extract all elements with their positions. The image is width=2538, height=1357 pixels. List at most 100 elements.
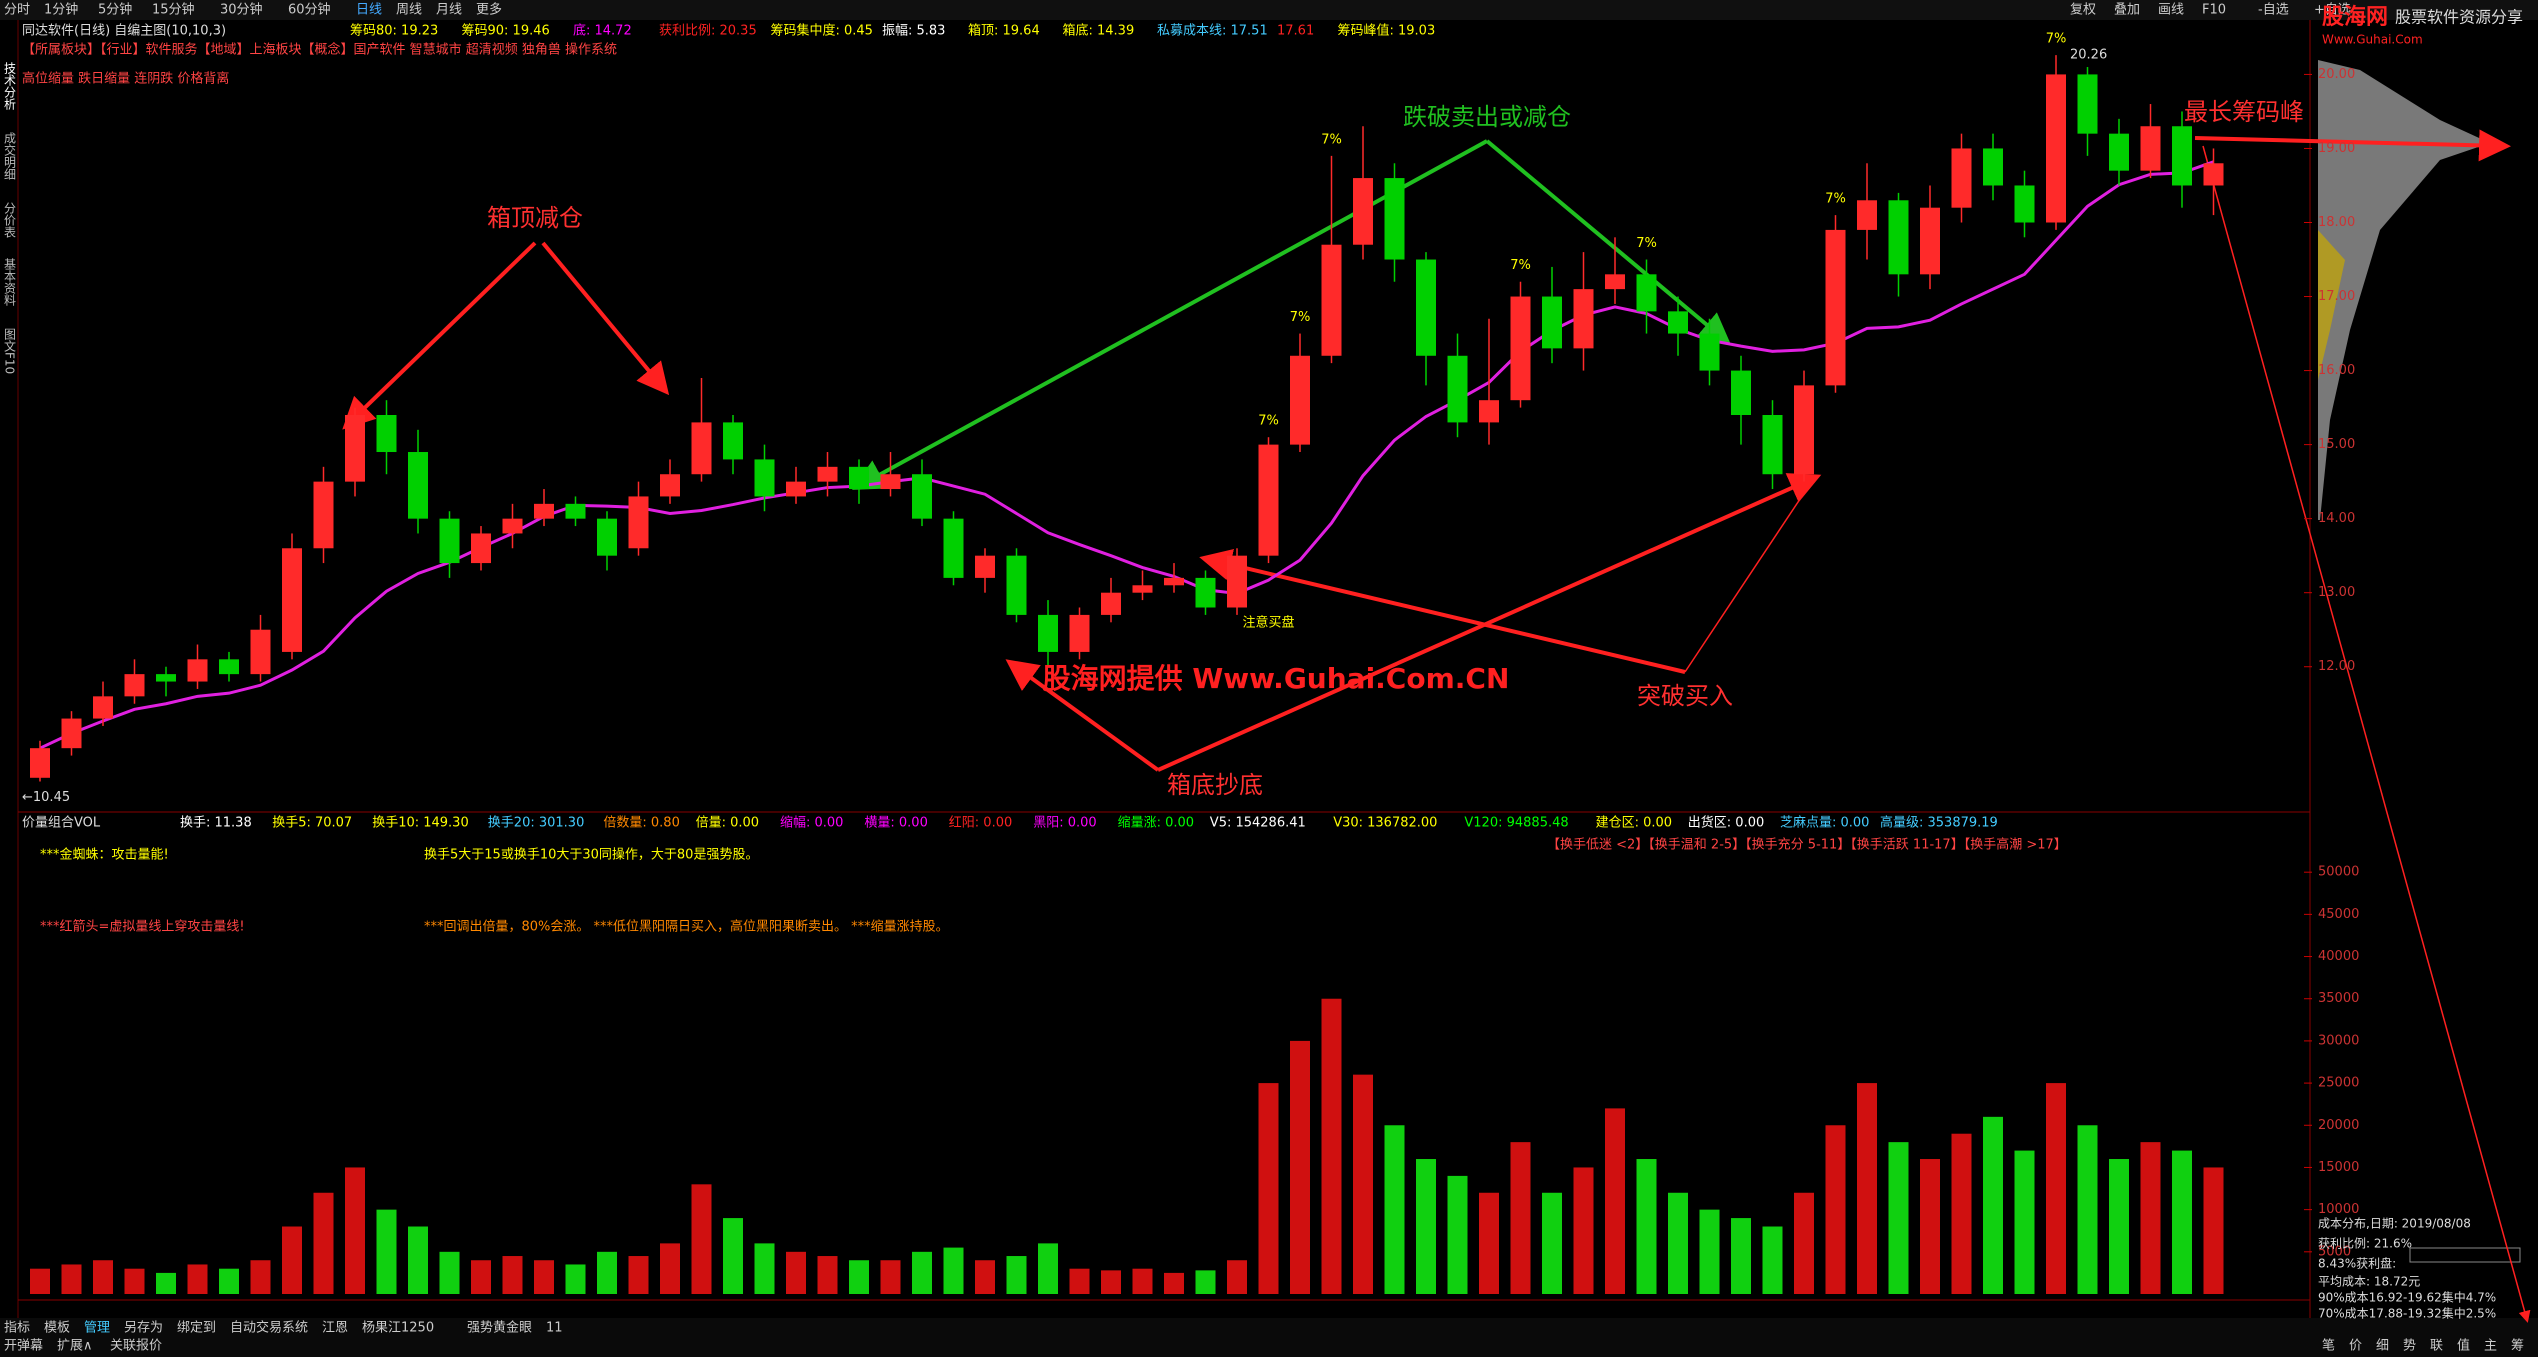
- volume-bar: [817, 1256, 838, 1294]
- panel-tab[interactable]: 筹: [2511, 1338, 2524, 1354]
- candle-body: [691, 422, 712, 475]
- indicator: 箱底: 14.39: [1063, 23, 1135, 39]
- volume-stat: 出货区: 0.00: [1688, 815, 1764, 831]
- panel-tab[interactable]: 势: [2403, 1338, 2416, 1354]
- volume-bar: [2046, 1083, 2066, 1294]
- candle-body: [156, 674, 176, 682]
- y-tick-label: 19.00: [2318, 141, 2355, 156]
- limit-label: 7%: [2046, 32, 2067, 47]
- volume-bar: [1132, 1268, 1153, 1294]
- bottom-tab[interactable]: 另存为: [124, 1321, 163, 1336]
- annotation: 箱底抄底: [1167, 771, 1263, 799]
- bottom-tab[interactable]: 绑定到: [177, 1321, 216, 1336]
- candle-body: [2014, 185, 2035, 223]
- toolbar-tab[interactable]: 15分钟: [152, 2, 195, 18]
- indicator: 17.61: [1277, 24, 1314, 39]
- toolbar-tab[interactable]: 日线: [356, 3, 382, 18]
- annotation: 箱顶减仓: [487, 204, 583, 232]
- side-tab[interactable]: 图文F10: [3, 328, 17, 374]
- candle-body: [1794, 385, 1814, 475]
- toolbar-button[interactable]: 叠加: [2114, 3, 2140, 18]
- toolbar-button[interactable]: +自选: [2314, 3, 2351, 18]
- indicator: 私募成本线: 17.51: [1157, 24, 1268, 39]
- volume-bar: [93, 1260, 113, 1294]
- volume-bar: [628, 1256, 649, 1294]
- toolbar-tab[interactable]: 更多: [476, 2, 502, 18]
- y-tick-label: 12.00: [2318, 659, 2355, 674]
- toolbar-tab[interactable]: 月线: [436, 3, 462, 18]
- candle-body: [786, 481, 806, 497]
- bottom-tab[interactable]: 开弹幕: [4, 1339, 43, 1354]
- candle-body: [1227, 555, 1247, 608]
- volume-bar: [880, 1260, 901, 1294]
- side-tab[interactable]: 基本资料: [3, 258, 17, 306]
- toolbar-button[interactable]: F10: [2202, 3, 2226, 18]
- panel-tab[interactable]: 细: [2376, 1339, 2389, 1354]
- candle-body: [1321, 244, 1342, 356]
- bottom-tab[interactable]: 管理: [84, 1321, 110, 1336]
- volume-bar: [975, 1260, 995, 1294]
- toolbar-tab[interactable]: 30分钟: [220, 2, 263, 18]
- slogan: 股票软件资源分享: [2395, 8, 2523, 27]
- volume-stat: 红阳: 0.00: [949, 815, 1012, 831]
- cost-info: 平均成本: 18.72元: [2318, 1275, 2420, 1289]
- watermark: 股海网提供 Www.Guhai.Com.CN: [1043, 662, 1510, 695]
- volume-bar: [1699, 1209, 1720, 1294]
- bottom-tab[interactable]: 杨果江1250: [362, 1321, 434, 1336]
- toolbar-button[interactable]: 画线: [2158, 3, 2184, 18]
- bottom-tab[interactable]: 强势黄金眼: [467, 1320, 532, 1336]
- candle-body: [93, 696, 113, 719]
- y-tick-label: 10000: [2318, 1202, 2359, 1217]
- volume-bar: [376, 1209, 397, 1294]
- indicator: 筹码80: 19.23: [350, 23, 438, 39]
- volume-bar: [943, 1247, 964, 1294]
- candle-body: [1258, 444, 1279, 556]
- toolbar-button[interactable]: -自选: [2258, 3, 2289, 18]
- volume-bar: [1416, 1159, 1436, 1294]
- candle-body: [1888, 200, 1909, 275]
- volume-stat: 高量级: 353879.19: [1880, 815, 1998, 831]
- toolbar-tab[interactable]: 1分钟: [44, 2, 78, 18]
- volume-stat: 缩幅: 0.00: [780, 815, 843, 831]
- volume-legend: 【换手低迷 <2】【换手温和 2-5】【换手充分 5-11】【换手活跃 11-1…: [1547, 837, 2067, 853]
- profit-gauge: [2409, 1247, 2521, 1263]
- toolbar-tab[interactable]: 60分钟: [288, 2, 331, 18]
- toolbar-tab[interactable]: 周线: [396, 3, 422, 18]
- side-tab[interactable]: 成交明细: [3, 132, 17, 180]
- bottom-tab[interactable]: 江恩: [322, 1321, 348, 1336]
- bottom-tab[interactable]: 扩展∧: [57, 1339, 93, 1354]
- panel-tab[interactable]: 联: [2430, 1339, 2443, 1354]
- toolbar-tab[interactable]: 分时: [4, 3, 30, 18]
- y-tick-label: 15.00: [2318, 437, 2355, 452]
- candle-body: [1668, 311, 1688, 334]
- candle-body: [1857, 200, 1877, 230]
- toolbar-tab[interactable]: 5分钟: [98, 2, 132, 18]
- candle-body: [2046, 74, 2066, 223]
- panel-tab[interactable]: 主: [2484, 1339, 2497, 1354]
- volume-bar: [1951, 1133, 1972, 1294]
- candle-body: [408, 452, 428, 519]
- toolbar-button[interactable]: 复权: [2070, 2, 2096, 18]
- volume-bar: [597, 1251, 617, 1294]
- side-tab[interactable]: 分价表: [3, 202, 17, 238]
- candle-body: [723, 422, 743, 460]
- bottom-tab[interactable]: 指标: [4, 1321, 30, 1336]
- panel-tab[interactable]: 笔: [2322, 1338, 2335, 1354]
- panel-tab[interactable]: 值: [2457, 1338, 2470, 1354]
- bottom-tab[interactable]: 11: [546, 1321, 563, 1336]
- candle-body: [534, 503, 554, 519]
- y-tick-label: 50000: [2318, 865, 2359, 880]
- bottom-bar-bg: [0, 1318, 2538, 1357]
- bottom-tab[interactable]: 自动交易系统: [230, 1320, 308, 1336]
- panel-tab[interactable]: 价: [2349, 1339, 2362, 1354]
- volume-bar: [1353, 1074, 1373, 1294]
- side-tab[interactable]: 技术分析: [3, 62, 17, 111]
- volume-stat: 倍数量: 0.80: [603, 816, 679, 831]
- bottom-tab[interactable]: 关联报价: [110, 1339, 162, 1354]
- volume-bar: [912, 1251, 932, 1294]
- volume-bar: [534, 1260, 554, 1294]
- volume-bar: [1038, 1243, 1058, 1294]
- bottom-tab[interactable]: 模板: [44, 1321, 70, 1336]
- volume-bar: [439, 1251, 460, 1294]
- candle-body: [1920, 207, 1940, 275]
